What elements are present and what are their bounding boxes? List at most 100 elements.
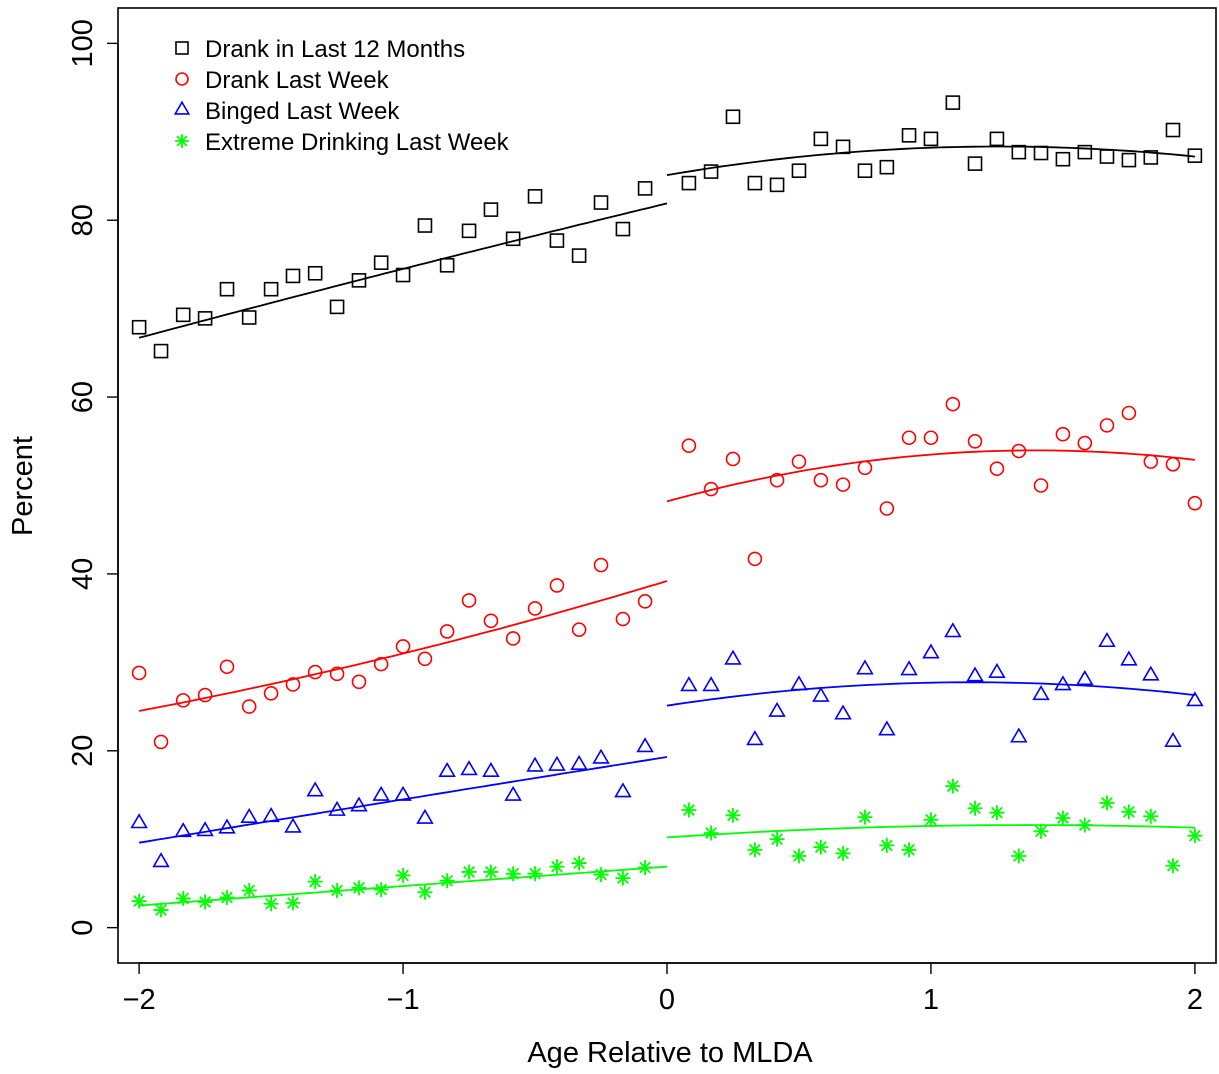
data-point (131, 665, 147, 681)
data-point (1120, 650, 1138, 666)
data-point (615, 221, 631, 237)
data-point (1187, 495, 1203, 511)
data-point (263, 686, 279, 701)
data-point (549, 859, 565, 875)
data-point (549, 233, 565, 248)
data-point (416, 808, 434, 824)
data-point (285, 268, 301, 284)
data-point (615, 611, 631, 627)
data-point (439, 258, 455, 273)
data-point (461, 223, 477, 239)
data-point (901, 842, 917, 858)
data-point (967, 433, 983, 449)
data-point (769, 831, 785, 847)
data-point (1098, 631, 1116, 648)
fit-line-above-mlda (666, 145, 1195, 176)
data-point (307, 874, 323, 890)
data-point (747, 175, 763, 191)
data-point (703, 825, 719, 841)
data-point (306, 781, 324, 797)
data-point (527, 601, 543, 616)
data-point (1143, 808, 1159, 824)
legend-marker (175, 134, 189, 148)
data-point (1010, 727, 1028, 743)
y-axis-label: Percent (7, 436, 39, 536)
data-point (768, 701, 786, 717)
data-point (791, 454, 807, 469)
data-point (284, 817, 302, 833)
data-point (879, 837, 895, 853)
data-point (373, 882, 389, 898)
data-point (702, 676, 720, 692)
data-point (989, 131, 1005, 147)
x-axis-label: Age Relative to MLDA (527, 1037, 813, 1069)
data-point (791, 163, 807, 179)
y-tick-label: 20 (67, 735, 99, 767)
data-point (747, 842, 763, 858)
data-point (967, 800, 983, 816)
data-point (813, 839, 829, 855)
data-point (769, 472, 785, 488)
data-point (1011, 443, 1027, 459)
data-point (725, 109, 741, 125)
data-point (1011, 144, 1027, 160)
legend-label: Extreme Drinking Last Week (205, 129, 510, 156)
legend-marker (173, 100, 191, 115)
data-point (680, 676, 698, 692)
data-point (571, 855, 587, 871)
data-point (130, 813, 148, 829)
fit-line-below-mlda (138, 580, 668, 712)
data-point (570, 754, 588, 770)
data-point (637, 594, 653, 609)
data-point (262, 807, 280, 823)
data-point (1142, 665, 1160, 681)
data-point (1054, 675, 1072, 691)
data-point (483, 864, 499, 880)
data-point (438, 761, 456, 778)
data-point (1143, 454, 1159, 469)
data-point (812, 686, 830, 702)
data-point (879, 159, 895, 175)
data-point (724, 649, 742, 665)
y-tick-label: 80 (67, 204, 99, 236)
data-point (725, 807, 741, 823)
data-point (988, 662, 1006, 678)
fit-lines (138, 145, 1196, 907)
data-point (417, 651, 433, 667)
data-point (351, 880, 367, 896)
data-point (483, 613, 499, 629)
data-point (152, 852, 170, 868)
data-point (835, 139, 851, 155)
data-point (1032, 685, 1050, 701)
data-point (439, 873, 455, 889)
data-point (923, 131, 939, 147)
data-point (857, 460, 873, 476)
data-point (681, 438, 697, 454)
data-point (879, 501, 895, 516)
data-point (878, 720, 896, 736)
data-point (175, 693, 191, 708)
data-point (1121, 804, 1137, 820)
data-point (505, 631, 521, 646)
data-point (966, 666, 984, 682)
data-point (813, 131, 829, 147)
data-point (328, 800, 346, 816)
data-point (153, 734, 169, 750)
data-point (329, 883, 345, 898)
data-point (922, 643, 940, 659)
data-point (549, 578, 565, 593)
data-point (131, 319, 147, 335)
data-point (153, 902, 169, 918)
legend-label: Drank Last Week (205, 67, 390, 94)
data-point (504, 785, 522, 801)
data-point (989, 461, 1005, 476)
data-point (835, 477, 851, 492)
data-point (373, 656, 389, 672)
data-point (548, 755, 566, 771)
x-tick-label: −2 (123, 984, 156, 1016)
data-point (307, 265, 323, 281)
data-points (130, 95, 1204, 918)
data-point (856, 659, 874, 675)
x-tick-label: 0 (659, 984, 675, 1016)
